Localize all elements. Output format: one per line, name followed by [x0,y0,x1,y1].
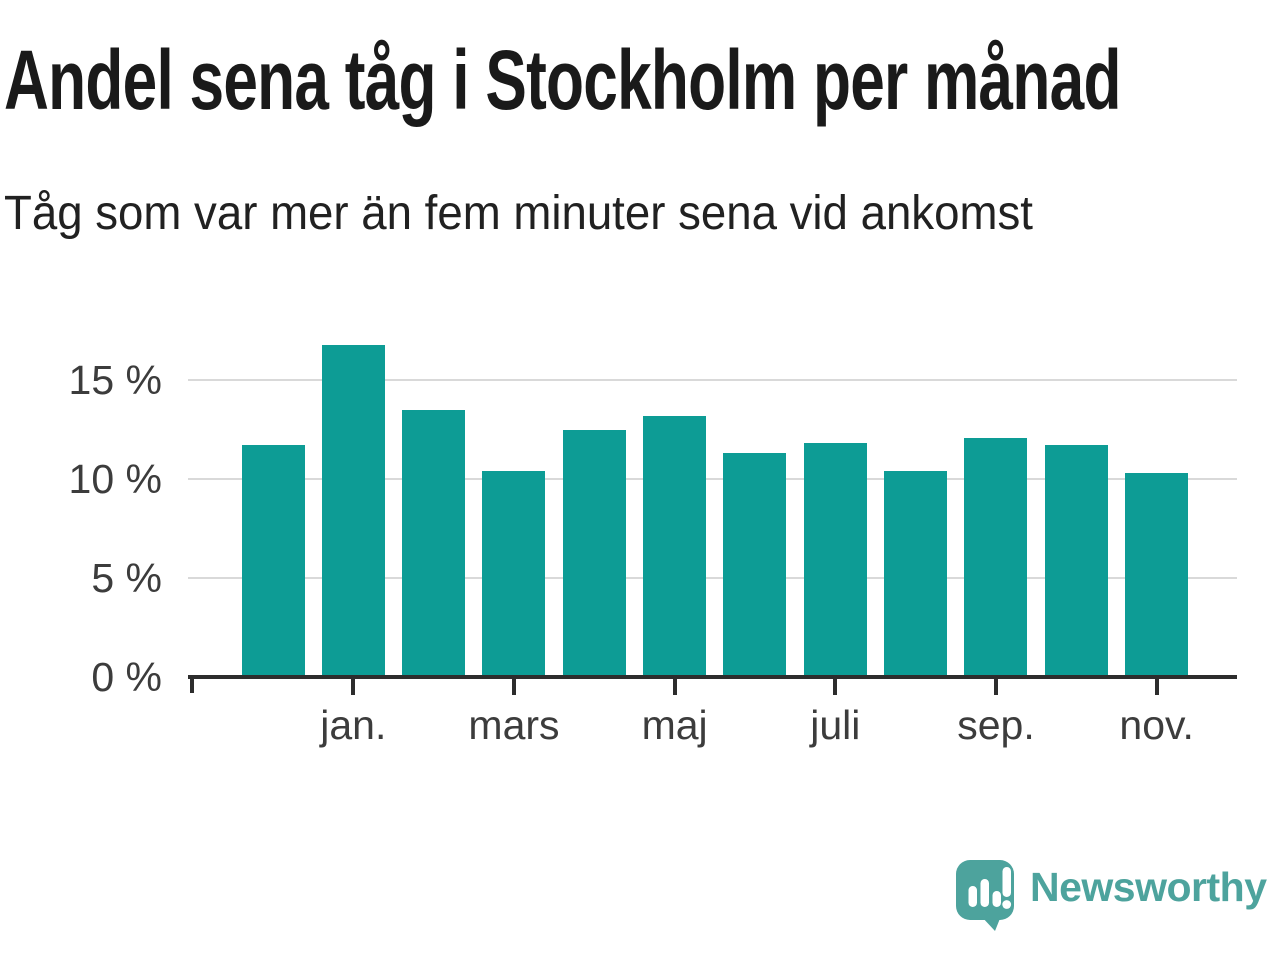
newsworthy-speech-bubble-bar-chart-icon [956,860,1014,931]
grid-line-5 [188,577,1237,580]
bar-juni [723,453,787,677]
bar-mars [482,471,546,677]
x-tick-jan [351,679,356,695]
grid-line-10 [188,478,1237,481]
x-tick-sep [993,679,998,695]
brand-logo: Newsworthy [952,856,1272,936]
x-tick-maj [672,679,677,695]
bar-juli [803,443,867,677]
x-tick-nov [1154,679,1159,695]
chart-subtitle: Tåg som var mer än fem minuter sena vid … [4,187,1033,240]
x-axis-line [188,675,1237,679]
brand-wordmark: Newsworthy [1030,864,1267,910]
bar-dec [241,445,305,677]
x-axis-tick-label-mars: mars [468,702,560,748]
bar-okt [1044,445,1108,677]
x-axis-start-tick [190,675,194,693]
y-axis-tick-label-5: 5 % [91,555,162,602]
y-axis-tick-label-0: 0 % [91,654,162,700]
bar-jan [321,344,385,677]
x-axis-tick-label-sep: sep. [957,702,1035,748]
bar-feb [402,409,466,677]
x-axis-tick-label-nov: nov. [1119,702,1194,748]
x-tick-mars [511,679,516,695]
x-axis-tick-label-jan: jan. [320,702,387,748]
chart-title: Andel sena tåg i Stockholm per månad [4,33,1121,127]
grid-line-15 [188,379,1237,382]
y-axis-tick-label-15: 15 % [68,357,162,404]
y-axis-tick-label-10: 10 % [68,456,162,503]
x-axis-tick-label-maj: maj [641,702,708,748]
bar-apr [562,429,626,677]
bar-nov [1125,473,1189,677]
bar-sep [964,437,1028,677]
bar-aug [884,471,948,677]
bar-maj [643,415,707,677]
x-tick-juli [833,679,838,695]
x-axis-tick-label-juli: juli [810,702,861,748]
